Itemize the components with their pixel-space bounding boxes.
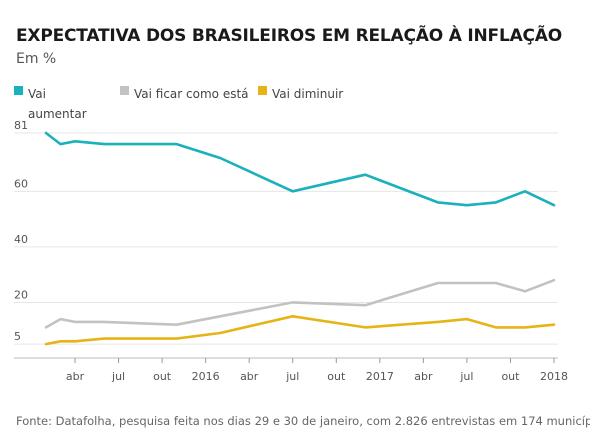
chart-legend: Vai aumentar Vai ficar como está Vai dim…	[14, 84, 574, 124]
series-line-vai-diminuir	[44, 314, 556, 346]
x-tick-label-0: abr	[66, 370, 85, 383]
x-tick-label-4: abr	[240, 370, 259, 383]
legend-swatch-vai-ficar-como-esta	[120, 86, 129, 95]
series-line-vai-ficar-como-esta	[44, 278, 556, 329]
x-tick-label-7: 2017	[366, 370, 394, 383]
chart-title: EXPECTATIVA DOS BRASILEIROS EM RELAÇÃO À…	[16, 26, 563, 46]
x-tick-label-6: out	[327, 370, 346, 383]
legend-label-vai-diminuir: Vai diminuir	[272, 87, 344, 101]
y-tick-label-81: 81	[14, 119, 28, 132]
legend-label-vai-ficar-como-esta: Vai ficar como está	[134, 87, 249, 101]
x-tick-label-2: out	[153, 370, 172, 383]
x-tick-label-5: jul	[285, 370, 299, 383]
y-tick-label-60: 60	[14, 177, 28, 190]
y-tick-label-40: 40	[14, 233, 28, 246]
x-tick-label-9: jul	[459, 370, 473, 383]
series-line-vai-aumentar	[44, 131, 556, 207]
y-tick-label-20: 20	[14, 288, 28, 301]
x-tick-label-1: jul	[111, 370, 125, 383]
y-tick-label-5: 5	[14, 330, 21, 343]
x-tick-label-11: 2018	[540, 370, 568, 383]
legend-label-vai-aumentar: Vai aumentar	[28, 87, 87, 121]
legend-swatch-vai-aumentar	[14, 86, 23, 95]
x-tick-label-3: 2016	[192, 370, 220, 383]
chart-subtitle: Em %	[16, 51, 57, 67]
chart-source: Fonte: Datafolha, pesquisa feita nos dia…	[16, 414, 590, 428]
legend-swatch-vai-diminuir	[258, 86, 267, 95]
x-tick-label-10: out	[501, 370, 520, 383]
x-tick-label-8: abr	[414, 370, 433, 383]
